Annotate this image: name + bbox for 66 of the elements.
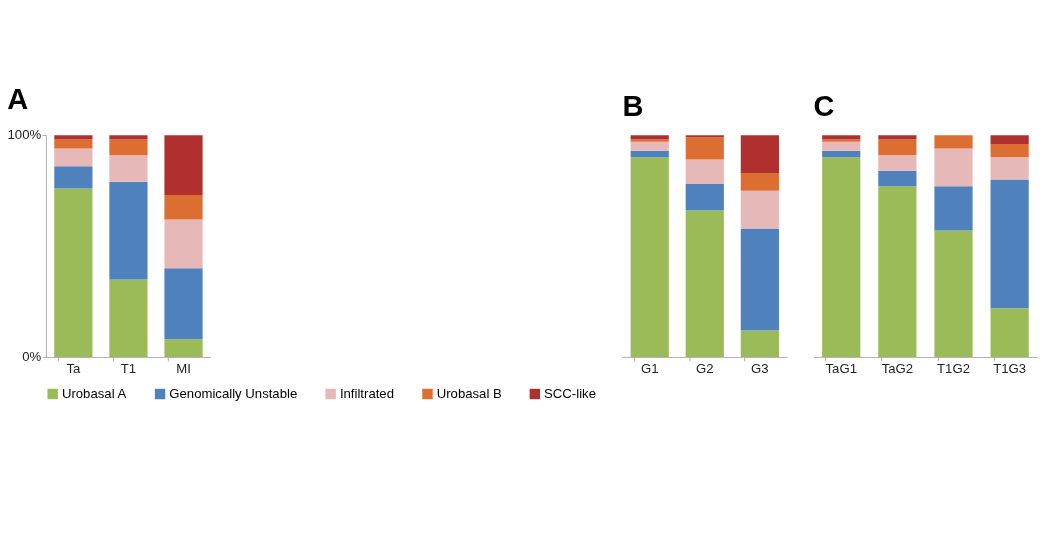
bar	[990, 179, 1029, 309]
bar	[878, 139, 917, 156]
bar	[685, 210, 724, 358]
x-tick-label: T1	[120, 361, 137, 377]
bar	[685, 137, 724, 160]
legend-label: Genomically Unstable	[169, 385, 298, 401]
legend-label: SCC-like	[544, 385, 596, 401]
y-tick-label: 0%	[22, 349, 42, 365]
bar	[630, 150, 669, 158]
x-tick-label: T1G2	[937, 361, 970, 377]
bar	[109, 135, 148, 140]
x-tick-label: T1G3	[993, 361, 1027, 377]
bar	[54, 135, 93, 140]
bar	[822, 141, 861, 151]
legend-label: Urobasal B	[436, 385, 503, 401]
bar	[164, 219, 203, 269]
bar	[164, 135, 203, 196]
bar	[934, 186, 973, 231]
y-tick-label: 100%	[7, 127, 42, 143]
chart-title: B	[622, 90, 644, 123]
x-tick-label: Ta	[66, 361, 81, 377]
bar	[878, 135, 917, 140]
bar	[164, 195, 203, 220]
bar	[685, 159, 724, 184]
bar	[109, 279, 148, 358]
bar	[109, 139, 148, 156]
x-tick-label: G3	[751, 361, 769, 377]
bar	[822, 150, 861, 158]
bar	[630, 157, 669, 358]
bar	[878, 170, 917, 187]
bar	[54, 166, 93, 189]
legend-label: Urobasal A	[61, 385, 127, 401]
bar	[740, 172, 779, 191]
chart-title: C	[813, 90, 835, 123]
bar	[54, 188, 93, 358]
x-tick-label: TaG2	[881, 361, 914, 377]
bar	[740, 228, 779, 331]
bar	[54, 139, 93, 149]
x-tick-label: MI	[176, 361, 191, 377]
bar	[822, 157, 861, 358]
bar	[630, 135, 669, 140]
bar	[990, 157, 1029, 180]
bar	[990, 135, 1029, 145]
bar	[878, 155, 917, 171]
bar	[934, 148, 973, 187]
bar	[990, 308, 1029, 358]
bar	[822, 135, 861, 140]
legend-label: Infiltrated	[339, 385, 394, 401]
bar	[164, 268, 203, 340]
bar	[990, 144, 1029, 158]
bar	[934, 230, 973, 358]
bar	[740, 330, 779, 358]
bar	[109, 181, 148, 280]
chart-title: A	[7, 83, 29, 116]
x-tick-label: G2	[696, 361, 714, 377]
bar	[54, 148, 93, 167]
x-tick-label: TaG1	[825, 361, 857, 377]
bar	[878, 186, 917, 358]
bar	[934, 135, 973, 149]
bar	[685, 183, 724, 211]
bar	[740, 135, 779, 173]
bar	[164, 339, 203, 358]
x-tick-label: G1	[640, 361, 659, 377]
bar	[630, 141, 669, 151]
bar	[740, 190, 779, 229]
bar	[109, 155, 148, 182]
